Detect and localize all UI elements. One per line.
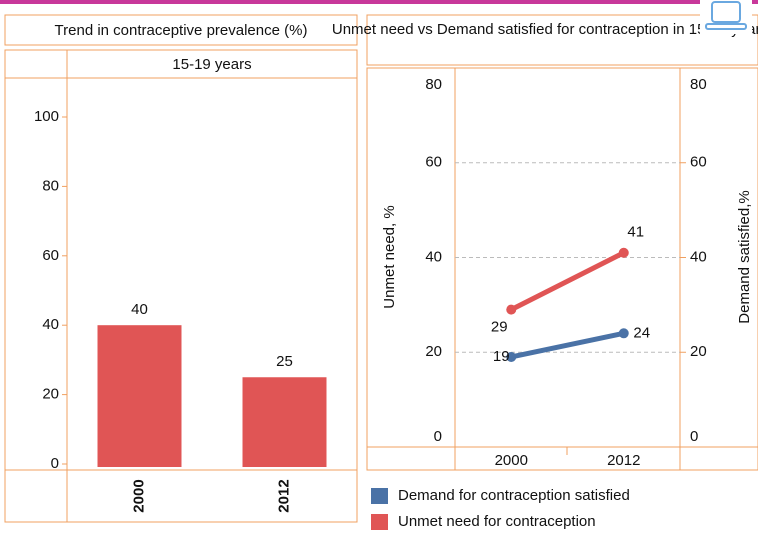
data-label: 41 [627, 224, 644, 241]
legend-label: Demand for contraception satisfied [398, 487, 630, 504]
y-tick-label: 20 [42, 386, 59, 403]
legend-label: Unmet need for contraception [398, 513, 596, 530]
y-tick-label: 100 [34, 108, 59, 125]
left-header [4, 14, 358, 46]
right-chart-frame [366, 67, 758, 471]
y-tick-label: 0 [434, 428, 442, 445]
point [618, 328, 629, 339]
y-tick-label: 40 [42, 316, 59, 333]
data-label: 40 [131, 301, 148, 318]
y2-tick-label: 60 [690, 154, 707, 171]
data-label: 25 [276, 353, 293, 370]
y2-tick-label: 0 [690, 428, 698, 445]
x-tick-label: 2012 [607, 452, 640, 469]
y2-axis-label: Demand satisfied,% [736, 190, 753, 323]
right-header [366, 14, 758, 66]
series-line [508, 330, 627, 360]
right-title-line: Unmet need vs Demand satisfied for contr… [332, 21, 758, 38]
y-tick-label: 20 [425, 343, 442, 360]
y-tick-label: 0 [51, 455, 59, 472]
x-tick-label: 2012 [275, 479, 292, 512]
bar [97, 325, 182, 467]
y-tick-label: 60 [425, 154, 442, 171]
y2-tick-label: 20 [690, 343, 707, 360]
left-subtitle: 15-19 years [172, 56, 251, 73]
y-tick-label: 80 [425, 76, 442, 93]
data-label: 29 [491, 319, 508, 336]
overlay-icon[interactable] [700, 0, 752, 34]
x-tick-label: 2000 [130, 479, 147, 512]
point [506, 351, 517, 362]
icon-screen [711, 1, 741, 23]
y2-tick-label: 80 [690, 76, 707, 93]
legend-swatch [371, 488, 388, 504]
bar [242, 377, 327, 467]
right-title: Unmet need vs Demand satisfied for contr… [332, 21, 758, 38]
x-tick-label: 2000 [495, 452, 528, 469]
left-title: Trend in contraceptive prevalence (%) [55, 22, 308, 39]
series-line [508, 250, 627, 313]
y2-tick-label: 40 [690, 248, 707, 265]
y-axis-label: Unmet need, % [381, 205, 398, 308]
y-tick-label: 40 [425, 248, 442, 265]
legend-swatch [371, 514, 388, 530]
y-tick-label: 80 [42, 177, 59, 194]
top-bar [0, 0, 758, 4]
y-tick-label: 60 [42, 247, 59, 264]
data-label: 24 [633, 324, 650, 341]
point [506, 304, 517, 315]
icon-base [705, 23, 747, 30]
left-chart-frame [4, 49, 358, 523]
data-label: 19 [493, 348, 510, 365]
point [618, 247, 629, 258]
